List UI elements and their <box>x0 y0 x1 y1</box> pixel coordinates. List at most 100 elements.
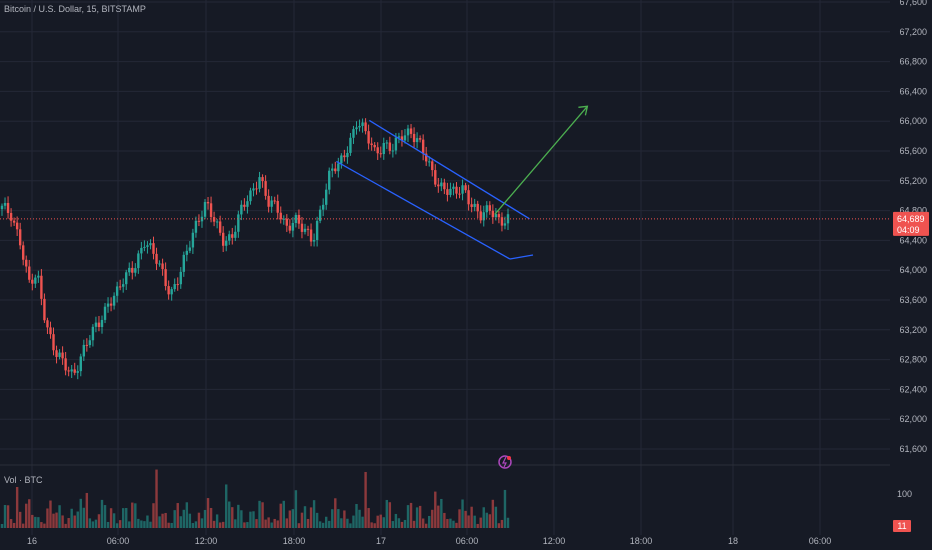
candle-body <box>234 231 237 238</box>
candle-body <box>203 202 207 217</box>
volume-bar <box>143 521 146 528</box>
chart-title: Bitcoin / U.S. Dollar, 15, BITSTAMP <box>4 4 146 14</box>
candle-body <box>170 289 173 295</box>
volume-bar <box>85 492 89 528</box>
candle-body <box>185 250 189 255</box>
candle-body <box>212 217 216 222</box>
volume-bar <box>267 517 270 528</box>
candle-body <box>18 229 22 246</box>
candle-body <box>22 245 25 260</box>
candle-body <box>288 225 292 231</box>
drawings <box>0 105 890 260</box>
price-tick-label: 63,600 <box>899 295 927 305</box>
candle-body <box>37 275 40 278</box>
price-tick-label: 67,600 <box>899 0 927 7</box>
candle-body <box>267 195 270 207</box>
volume-bar <box>137 518 140 528</box>
volume-bar <box>258 500 261 528</box>
candle-body <box>46 320 49 328</box>
volume-bar <box>61 515 64 528</box>
volume-bar <box>73 515 76 528</box>
candle-body <box>431 161 434 171</box>
candle-body <box>370 143 373 145</box>
volume-bar <box>0 524 4 528</box>
candle-body <box>31 279 34 284</box>
candle-body <box>297 214 301 224</box>
time-tick-label: 18:00 <box>630 536 653 546</box>
candle-body <box>67 370 70 372</box>
forecast-arrow-line <box>494 105 588 215</box>
time-axis[interactable]: 16 06:00 12:00 18:00 17 06:00 12:00 18:00 18 06:0… <box>27 536 831 546</box>
volume-bar <box>300 512 304 528</box>
volume-bar <box>112 513 116 528</box>
volume-bar <box>349 523 352 528</box>
candle-body <box>500 217 504 226</box>
candle-body <box>321 204 325 210</box>
candle-body <box>403 135 407 141</box>
candle-body <box>0 205 4 210</box>
candle-body <box>397 136 401 138</box>
volume-bar <box>131 502 134 528</box>
volume-bar <box>255 519 258 528</box>
candle-body <box>306 228 310 230</box>
volume-bar <box>370 522 373 528</box>
alert-icon[interactable] <box>498 455 512 469</box>
volume-bar <box>203 509 207 528</box>
price-axis[interactable]: 61,600 62,000 62,400 62,800 63,200 63,600 64,0… <box>897 0 927 499</box>
volume-bar <box>97 514 101 528</box>
candle-body <box>79 356 82 372</box>
candle-body <box>215 221 219 223</box>
volume-bar <box>134 503 137 528</box>
candle-body <box>443 182 446 190</box>
candle-body <box>494 214 498 218</box>
candle-body <box>258 177 261 189</box>
volume-bar <box>18 511 22 528</box>
volume-bar <box>403 519 407 528</box>
volume-bar <box>431 509 434 528</box>
candle-body <box>209 203 213 218</box>
candle-body <box>149 243 152 246</box>
candle-body <box>388 142 392 151</box>
candle-body <box>167 286 170 295</box>
volume-bar <box>497 523 501 528</box>
volume-bar <box>164 512 167 528</box>
volume-bar <box>158 516 161 528</box>
volume-bar <box>37 517 40 528</box>
candle-body <box>161 263 164 270</box>
countdown-value: 04:09 <box>897 225 920 235</box>
price-tick-label: 65,600 <box>899 146 927 156</box>
volume-bar <box>52 513 55 528</box>
candle-body <box>400 136 404 141</box>
volume-bar <box>25 503 28 528</box>
volume-bar <box>103 505 107 528</box>
candle-body <box>376 147 379 154</box>
candle-body <box>100 319 104 328</box>
candle-body <box>243 204 246 207</box>
candle-body <box>421 139 425 154</box>
candle-body <box>355 127 358 130</box>
candle-body <box>394 137 398 151</box>
volume-bar <box>12 522 16 528</box>
volume-label: Vol · BTC <box>4 475 43 485</box>
candle-body <box>270 200 273 207</box>
volume-bar <box>94 519 98 528</box>
volume-bar <box>358 509 361 528</box>
candle-body <box>25 259 28 267</box>
volume-bar <box>206 498 210 528</box>
volume-bar <box>9 519 13 528</box>
volume-bar <box>376 515 379 528</box>
candle-body <box>446 189 449 195</box>
volume-bar <box>264 519 267 528</box>
volume-bar <box>361 516 364 528</box>
volume-bar <box>240 510 243 528</box>
volume-bar <box>64 523 67 528</box>
candle-body <box>40 275 43 299</box>
volume-bar <box>449 518 452 528</box>
volume-bar <box>409 502 413 528</box>
volume-bar <box>40 522 43 528</box>
last-price-badge <box>893 211 929 236</box>
volume-bar <box>76 511 79 528</box>
candle-body <box>455 186 458 194</box>
candle-body <box>449 188 452 195</box>
